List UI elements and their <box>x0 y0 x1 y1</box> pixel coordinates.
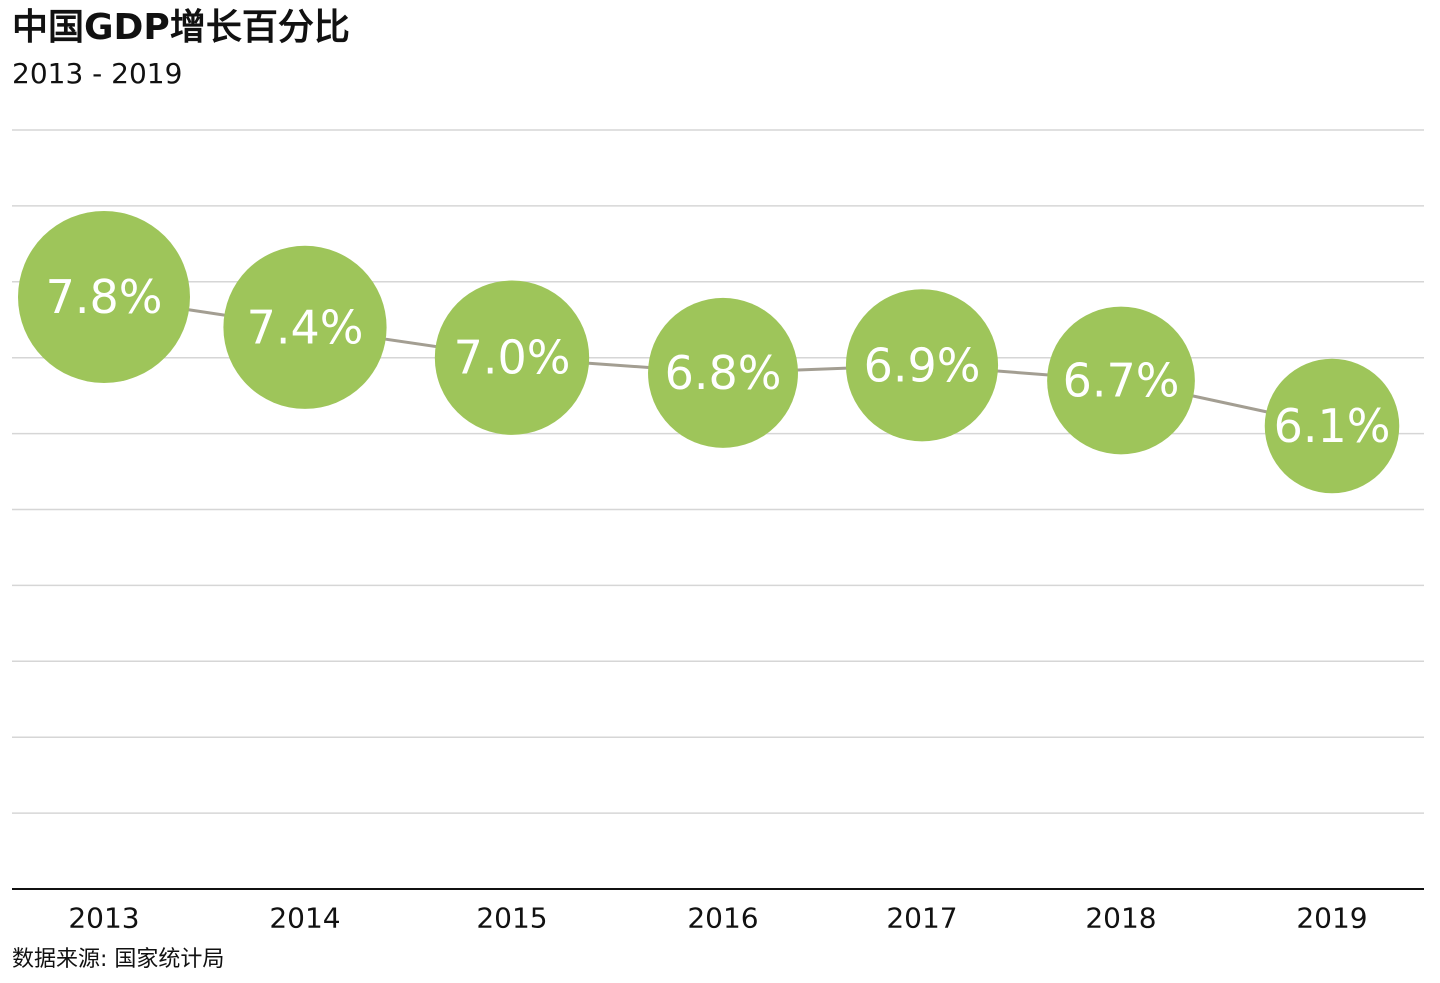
data-point-2018 <box>1047 306 1195 455</box>
chart-subtitle: 2013 - 2019 <box>12 57 183 90</box>
data-label-2016: 6.8% <box>665 346 782 400</box>
x-tick-label-2016: 2016 <box>687 902 758 935</box>
data-label-2015: 7.0% <box>454 331 571 385</box>
gridlines <box>12 129 1424 890</box>
x-tick-label-2017: 2017 <box>886 902 957 935</box>
data-point-2016 <box>648 297 798 448</box>
data-point-2015 <box>434 280 590 435</box>
data-label-2018: 6.7% <box>1063 353 1180 407</box>
data-label-2017: 6.9% <box>864 338 981 392</box>
data-label-2019: 6.1% <box>1274 399 1391 453</box>
x-tick-label-2018: 2018 <box>1085 902 1156 935</box>
x-tick-label-2019: 2019 <box>1296 902 1367 935</box>
data-label-2014: 7.4% <box>247 300 364 354</box>
source-note: 数据来源: 国家统计局 <box>12 947 225 972</box>
chart-title: 中国GDP增长百分比 <box>12 7 350 48</box>
data-point-2017 <box>845 289 999 442</box>
data-label-2013: 7.8% <box>46 270 163 324</box>
x-axis-tick-labels: 2013 2014 2015 2016 2017 2018 2019 <box>68 902 1367 935</box>
data-points: 7.8% 7.4% 7.0% 6.8% 6.9% 6.7% 6.1% <box>18 210 1400 494</box>
data-point-2014 <box>223 245 387 409</box>
x-tick-label-2013: 2013 <box>68 902 139 935</box>
data-point-2013 <box>18 210 190 383</box>
x-tick-label-2015: 2015 <box>476 902 547 935</box>
x-tick-label-2014: 2014 <box>269 902 340 935</box>
data-point-2019 <box>1264 358 1400 494</box>
